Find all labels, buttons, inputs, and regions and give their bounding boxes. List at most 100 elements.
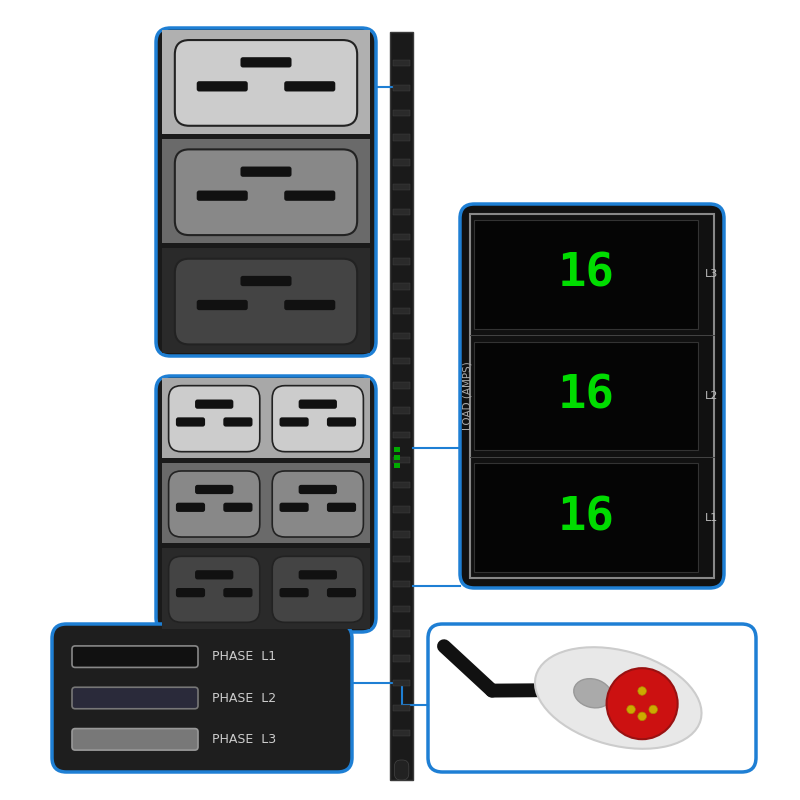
- FancyBboxPatch shape: [175, 150, 357, 235]
- FancyBboxPatch shape: [272, 386, 363, 452]
- Bar: [393, 283, 410, 290]
- FancyBboxPatch shape: [460, 204, 724, 588]
- FancyBboxPatch shape: [284, 190, 335, 201]
- Bar: [393, 184, 410, 190]
- Text: 16: 16: [558, 495, 614, 540]
- Ellipse shape: [535, 647, 702, 749]
- FancyBboxPatch shape: [169, 386, 260, 452]
- Text: PHASE  L3: PHASE L3: [213, 733, 277, 746]
- Bar: [162, 378, 370, 458]
- Bar: [393, 60, 410, 66]
- Bar: [162, 548, 370, 629]
- FancyBboxPatch shape: [72, 729, 198, 750]
- Circle shape: [649, 705, 658, 714]
- FancyBboxPatch shape: [428, 624, 756, 772]
- FancyBboxPatch shape: [195, 485, 234, 494]
- Bar: [394, 447, 400, 452]
- FancyBboxPatch shape: [52, 624, 352, 772]
- Bar: [393, 159, 410, 166]
- Bar: [393, 680, 410, 686]
- FancyBboxPatch shape: [327, 588, 356, 598]
- FancyBboxPatch shape: [327, 502, 356, 512]
- Bar: [393, 630, 410, 637]
- FancyBboxPatch shape: [156, 28, 376, 356]
- Bar: [393, 606, 410, 612]
- FancyBboxPatch shape: [176, 502, 205, 512]
- Text: 16: 16: [558, 252, 614, 297]
- Bar: [393, 556, 410, 562]
- FancyBboxPatch shape: [284, 81, 335, 91]
- FancyBboxPatch shape: [169, 471, 260, 537]
- Bar: [393, 730, 410, 736]
- FancyBboxPatch shape: [156, 376, 376, 632]
- Bar: [470, 214, 714, 578]
- FancyBboxPatch shape: [175, 258, 357, 345]
- Text: 16: 16: [558, 374, 614, 418]
- Bar: [393, 432, 410, 438]
- FancyBboxPatch shape: [272, 556, 363, 622]
- Text: LOAD (AMPS): LOAD (AMPS): [463, 362, 473, 430]
- Bar: [393, 209, 410, 215]
- FancyBboxPatch shape: [197, 300, 248, 310]
- Bar: [393, 581, 410, 587]
- FancyBboxPatch shape: [223, 502, 253, 512]
- Bar: [474, 220, 698, 329]
- FancyBboxPatch shape: [327, 418, 356, 426]
- Bar: [162, 139, 370, 243]
- Bar: [393, 482, 410, 488]
- FancyBboxPatch shape: [223, 418, 253, 426]
- Bar: [162, 30, 370, 134]
- Bar: [393, 308, 410, 314]
- Bar: [393, 457, 410, 463]
- Bar: [390, 32, 413, 780]
- FancyBboxPatch shape: [72, 646, 198, 667]
- Bar: [474, 463, 698, 572]
- Circle shape: [606, 668, 678, 739]
- FancyBboxPatch shape: [284, 300, 335, 310]
- Bar: [393, 85, 410, 91]
- FancyBboxPatch shape: [197, 190, 248, 201]
- FancyBboxPatch shape: [394, 760, 409, 780]
- Bar: [393, 134, 410, 141]
- FancyBboxPatch shape: [169, 556, 260, 622]
- Text: L2: L2: [705, 391, 718, 401]
- Bar: [393, 110, 410, 116]
- FancyBboxPatch shape: [176, 588, 205, 598]
- FancyBboxPatch shape: [176, 418, 205, 426]
- Text: L3: L3: [705, 270, 718, 279]
- FancyBboxPatch shape: [272, 471, 363, 537]
- FancyBboxPatch shape: [241, 276, 291, 286]
- Bar: [394, 463, 400, 468]
- Bar: [393, 655, 410, 662]
- Bar: [393, 382, 410, 389]
- Ellipse shape: [574, 678, 611, 708]
- FancyBboxPatch shape: [279, 502, 309, 512]
- FancyBboxPatch shape: [223, 588, 253, 598]
- Text: PHASE  L1: PHASE L1: [213, 650, 277, 663]
- Bar: [393, 407, 410, 414]
- Bar: [394, 455, 400, 460]
- Text: PHASE  L2: PHASE L2: [213, 691, 277, 705]
- FancyBboxPatch shape: [298, 485, 337, 494]
- FancyBboxPatch shape: [298, 570, 337, 579]
- Bar: [393, 333, 410, 339]
- Circle shape: [638, 686, 646, 695]
- Circle shape: [638, 712, 646, 721]
- FancyBboxPatch shape: [195, 570, 234, 579]
- FancyBboxPatch shape: [241, 166, 291, 177]
- FancyBboxPatch shape: [72, 687, 198, 709]
- Bar: [162, 463, 370, 543]
- Circle shape: [626, 705, 635, 714]
- FancyBboxPatch shape: [195, 399, 234, 409]
- Bar: [393, 358, 410, 364]
- Bar: [474, 342, 698, 450]
- FancyBboxPatch shape: [279, 418, 309, 426]
- Bar: [393, 258, 410, 265]
- Bar: [393, 531, 410, 538]
- FancyBboxPatch shape: [298, 399, 337, 409]
- Text: L1: L1: [705, 513, 718, 522]
- Bar: [162, 248, 370, 353]
- Bar: [393, 506, 410, 513]
- Bar: [393, 705, 410, 711]
- FancyBboxPatch shape: [241, 57, 291, 67]
